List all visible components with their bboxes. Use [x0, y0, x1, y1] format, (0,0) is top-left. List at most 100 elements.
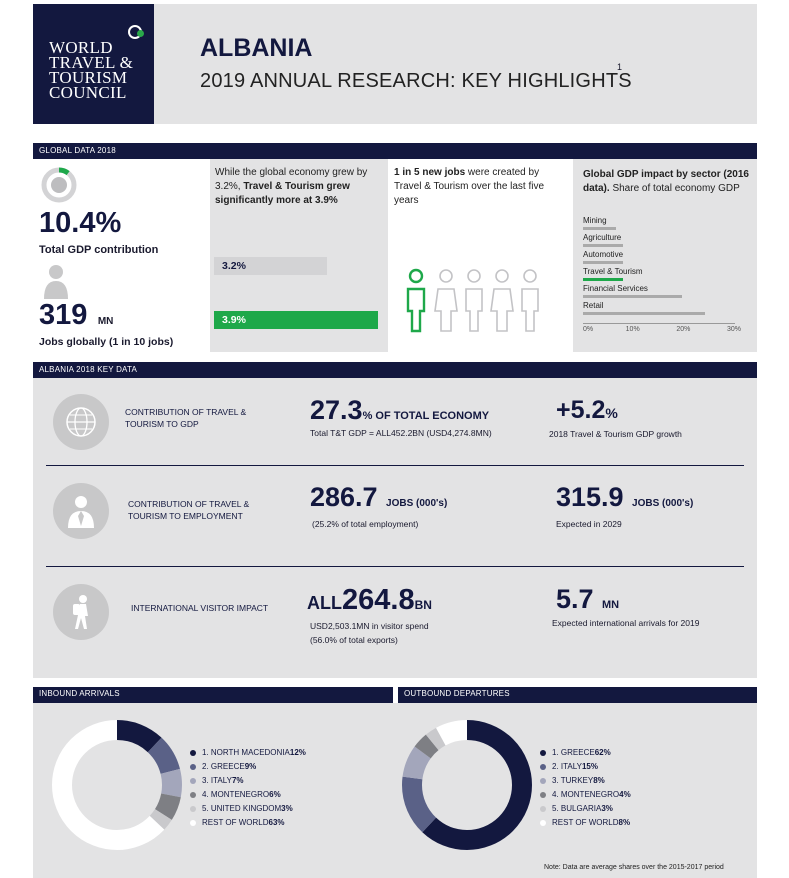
sector-title: Global GDP impact by sector (2016 data).… — [583, 168, 753, 196]
sector-label: Mining — [583, 216, 607, 225]
global-section-label: GLOBAL DATA 2018 — [39, 146, 116, 155]
growth-text-bold: Travel & Tourism grew significantly more… — [215, 181, 350, 206]
people-icons — [406, 268, 539, 333]
legend-dot-icon — [190, 806, 196, 812]
legend-value: 4% — [619, 790, 631, 799]
legend-item: 1. NORTH MACEDONIA 12% — [190, 746, 306, 760]
employment-forecast-unit: JOBS (000's) — [632, 498, 694, 509]
global-section-bar: GLOBAL DATA 2018 — [33, 143, 757, 159]
visitor-main-value: 264.8 — [342, 584, 415, 616]
legend-label: REST OF WORLD — [552, 818, 619, 827]
visitor-main-prefix: ALL — [307, 593, 342, 613]
person-grey-icon — [465, 269, 483, 332]
legend-value: 3% — [281, 804, 293, 813]
logo-green-dot-icon — [137, 30, 144, 37]
inbound-section-bar: INBOUND ARRIVALS — [33, 687, 393, 703]
legend-value: 15% — [581, 762, 598, 771]
employment-main-value: 286.7 — [310, 482, 378, 512]
row-label-gdp: CONTRIBUTION OF TRAVEL & TOURISM TO GDP — [125, 407, 247, 429]
legend-item: 3. ITALY 7% — [190, 774, 306, 788]
gdp-main-sub: Total T&T GDP = ALL452.2BN (USD4,274.8MN… — [310, 428, 492, 438]
legend-item: 5. UNITED KINGDOM 3% — [190, 802, 306, 816]
legend-item: 4. MONTENEGRO 4% — [540, 788, 631, 802]
gdp-growth-figure: +5.2% — [556, 396, 618, 425]
sector-label: Financial Services — [583, 284, 648, 293]
legend-label: 3. TURKEY — [552, 776, 594, 785]
person-green-icon — [406, 268, 426, 333]
sector-bar — [583, 244, 623, 247]
legend-dot-icon — [190, 820, 196, 826]
donut-slice — [402, 720, 532, 850]
employment-main-figure: 286.7 JOBS (000's) — [310, 482, 447, 513]
sector-title-bold: Global GDP impact by sector (2016 data). — [583, 169, 749, 194]
gdp-donut-icon — [41, 167, 77, 203]
legend-value: 7% — [231, 776, 244, 785]
sector-tick-label: 10% — [625, 326, 640, 333]
legend-dot-icon — [540, 792, 546, 798]
sector-panel: Global GDP impact by sector (2016 data).… — [573, 159, 757, 352]
sector-tick-label: 30% — [727, 326, 742, 333]
donut-slice — [52, 720, 182, 850]
albania-section-label: ALBANIA 2018 KEY DATA — [39, 365, 138, 374]
globe-icon — [53, 394, 109, 450]
gdp-growth-value: +5.2 — [556, 396, 606, 424]
arrivals-figure: 5.7 MN — [556, 584, 619, 615]
person-icon — [44, 265, 68, 299]
logo-line: WORLD — [49, 38, 113, 57]
sector-axis — [583, 323, 735, 324]
sector-label: Retail — [583, 301, 604, 310]
sector-chart: Mining Agriculture Automotive Travel & Tour… — [583, 216, 741, 336]
inbound-section-label: INBOUND ARRIVALS — [39, 689, 120, 698]
global-gdp-label: Total GDP contribution — [39, 244, 159, 256]
visitor-main-unit: BN — [414, 598, 432, 612]
global-jobs-figure: 319 MN — [39, 299, 113, 332]
legend-item: 2. GREECE 9% — [190, 760, 306, 774]
legend-dot-icon — [540, 778, 546, 784]
gdp-main-unit: % OF TOTAL ECONOMY — [362, 410, 490, 422]
tourism-growth-bar: 3.9% — [214, 311, 378, 329]
albania-key-data-panel: CONTRIBUTION OF TRAVEL & TOURISM TO GDP … — [33, 378, 757, 678]
footnote-marker: 1 — [617, 62, 623, 72]
growth-text-bold-value: 3.9% — [315, 195, 338, 206]
divider — [46, 566, 744, 567]
global-jobs-value: 319 — [39, 299, 88, 331]
employment-forecast-sub: Expected in 2029 — [556, 519, 622, 529]
legend-item: 1. GREECE 62% — [540, 746, 631, 760]
legend-value: 63% — [268, 818, 285, 827]
employment-main-sub: (25.2% of total employment) — [312, 519, 419, 529]
legend-dot-icon — [190, 792, 196, 798]
employment-forecast-figure: 315.9 JOBS (000's) — [556, 482, 693, 513]
new-jobs-text: 1 in 5 new jobs were created by Travel &… — [394, 166, 566, 208]
legend-label: REST OF WORLD — [202, 818, 269, 827]
growth-panel: While the global economy grew by 3.2%, T… — [210, 159, 388, 352]
arrivals-unit: MN — [602, 599, 620, 611]
new-jobs-panel: 1 in 5 new jobs were created by Travel &… — [388, 159, 573, 352]
outbound-section-label: OUTBOUND DEPARTURES — [404, 689, 510, 698]
legend-label: 2. GREECE — [202, 762, 245, 771]
traveler-icon — [53, 584, 109, 640]
growth-text-plain: While the global economy grew by 3.2%, — [215, 167, 368, 192]
legend-item: REST OF WORLD 63% — [190, 816, 306, 830]
inbound-legend: 1. NORTH MACEDONIA 12% 2. GREECE 9% 3. ITA… — [190, 746, 306, 830]
legend-dot-icon — [540, 750, 546, 756]
legend-item: 2. ITALY 15% — [540, 760, 631, 774]
legend-dot-icon — [540, 820, 546, 826]
legend-value: 62% — [594, 748, 611, 757]
inbound-donut-chart — [52, 720, 182, 850]
legend-value: 6% — [269, 790, 281, 799]
row-label-employment: CONTRIBUTION OF TRAVEL & TOURISM TO EMPL… — [128, 499, 250, 521]
employment-forecast-value: 315.9 — [556, 482, 624, 512]
sector-bar — [583, 312, 705, 315]
albania-section-bar: ALBANIA 2018 KEY DATA — [33, 362, 757, 378]
donut-slice — [402, 720, 532, 850]
divider — [46, 465, 744, 466]
new-jobs-bold: 1 in 5 new jobs — [394, 167, 466, 178]
legend-label: 2. ITALY — [552, 762, 582, 771]
outbound-donut-chart — [402, 720, 532, 850]
legend-dot-icon — [540, 764, 546, 770]
person-grey-icon — [434, 269, 458, 332]
sector-label: Automotive — [583, 250, 624, 259]
legend-label: 3. ITALY — [202, 776, 232, 785]
legend-dot-icon — [190, 778, 196, 784]
legend-label: 5. UNITED KINGDOM — [202, 804, 282, 813]
